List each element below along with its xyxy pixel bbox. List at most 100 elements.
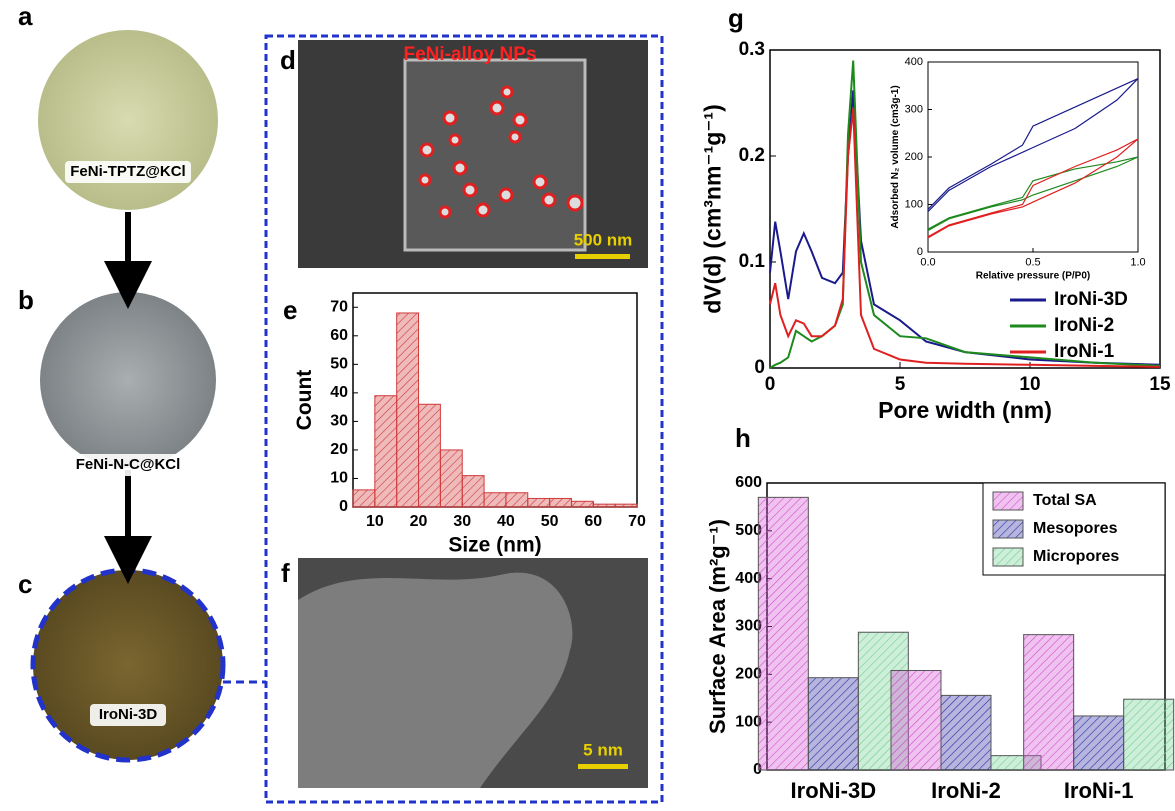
plot-frame — [927, 61, 1139, 253]
bar — [592, 503, 616, 508]
x-tick-label: IroNi-1 — [1064, 778, 1134, 803]
photo-b — [40, 292, 216, 468]
bar — [614, 503, 638, 508]
panel-label: c — [18, 569, 32, 599]
legend-swatch — [992, 491, 1024, 511]
tem-region — [298, 572, 573, 788]
bar — [418, 403, 441, 508]
x-tick-label: IroNi-2 — [931, 778, 1001, 803]
panel-label: a — [18, 1, 33, 31]
legend-label: IroNi-3D — [1054, 289, 1128, 310]
scale-label: 500 nm — [574, 230, 633, 249]
scale-label: 5 nm — [583, 740, 623, 759]
x-tick-label: 50 — [541, 513, 559, 530]
y-tick-label: 0.2 — [739, 145, 765, 166]
x-axis-label: Pore width (nm) — [878, 397, 1052, 423]
panel-label: b — [18, 285, 34, 315]
series-line — [927, 156, 1139, 232]
x-tick-label: 0.0 — [920, 257, 935, 269]
x-tick-label: 5 — [895, 374, 906, 395]
y-tick-label: 0 — [917, 246, 923, 258]
bar — [439, 449, 463, 508]
y-tick-label: 50 — [330, 356, 348, 373]
x-tick-label: 0 — [765, 374, 776, 395]
panel-label: e — [283, 295, 297, 325]
np-markers — [418, 85, 584, 219]
bar — [1073, 715, 1125, 771]
legend-label: Micropores — [1033, 548, 1119, 565]
x-tick-label: 30 — [453, 513, 471, 530]
legend-label: IroNi-1 — [1054, 341, 1115, 362]
series-line — [927, 138, 1139, 239]
bar — [757, 496, 809, 771]
y-tick-label: 500 — [735, 522, 762, 539]
y-tick-label: 200 — [735, 666, 762, 683]
bar — [570, 500, 594, 508]
y-axis-label: Adsorbed N₂ volume (cm3g-1) — [890, 85, 901, 228]
x-tick-label: 70 — [628, 513, 646, 530]
bar — [461, 475, 485, 508]
legend-label: IroNi-2 — [1054, 315, 1114, 336]
bar — [890, 670, 942, 771]
panel-label: h — [735, 423, 751, 453]
photo-label: IroNi-3D — [99, 706, 158, 723]
y-tick-label: 0 — [753, 761, 762, 778]
photo-label: FeNi-N-C@KCl — [76, 456, 181, 473]
label-bg — [65, 161, 191, 183]
legend-swatch — [992, 519, 1024, 539]
x-tick-label: 10 — [366, 513, 384, 530]
bar — [940, 694, 992, 771]
y-tick-label: 0 — [754, 357, 765, 378]
x-tick-label: 15 — [1149, 374, 1171, 395]
y-tick-label: 40 — [330, 384, 348, 401]
panel-label: g — [728, 3, 744, 33]
y-tick-label: 100 — [735, 713, 762, 730]
series-line — [769, 108, 1161, 368]
label-bg — [70, 454, 186, 476]
bar — [483, 492, 507, 508]
legend-label: Total SA — [1033, 492, 1097, 509]
sem-particle — [403, 58, 587, 252]
bar — [396, 312, 420, 508]
x-axis-label: Relative pressure (P/P0) — [976, 271, 1091, 282]
y-tick-label: 0.1 — [739, 251, 766, 272]
y-tick-label: 600 — [735, 474, 762, 491]
y-tick-label: 70 — [330, 298, 348, 315]
bar — [1023, 634, 1075, 771]
label-bg — [90, 704, 166, 726]
scale-bar — [578, 764, 628, 769]
y-tick-label: 10 — [330, 470, 348, 487]
x-tick-label: 40 — [497, 513, 515, 530]
legend-swatch — [992, 547, 1024, 567]
scale-bar — [575, 254, 630, 259]
y-tick-label: 100 — [905, 198, 923, 210]
bar — [549, 497, 572, 508]
y-tick-label: 0 — [339, 498, 348, 515]
y-tick-label: 200 — [905, 151, 923, 163]
bar — [374, 395, 398, 508]
y-axis-label: dV(d) (cm³nm⁻¹g⁻¹) — [700, 104, 726, 314]
x-tick-label: 20 — [410, 513, 428, 530]
x-axis-label: Size (nm) — [448, 533, 541, 556]
bar — [527, 497, 551, 508]
series-line — [927, 78, 1139, 213]
legend-label: Mesopores — [1033, 520, 1118, 537]
bar — [807, 677, 859, 771]
sem-title: FeNi-alloy NPs — [403, 44, 536, 65]
y-axis-label: Count — [293, 370, 316, 431]
x-tick-label: 60 — [584, 513, 602, 530]
x-tick-label: 10 — [1019, 374, 1040, 395]
photo-c — [30, 567, 226, 763]
bar — [352, 489, 376, 508]
panel-label: f — [281, 558, 290, 588]
y-tick-label: 20 — [330, 441, 348, 458]
y-tick-label: 300 — [905, 103, 923, 115]
photo-label: FeNi-TPTZ@KCl — [70, 163, 185, 180]
panel-label: d — [280, 45, 296, 75]
y-tick-label: 60 — [330, 327, 348, 344]
y-tick-label: 400 — [735, 570, 762, 587]
y-tick-label: 30 — [330, 413, 348, 430]
detail-box — [264, 34, 664, 804]
bar — [505, 492, 529, 508]
x-tick-label: 1.0 — [1130, 257, 1145, 269]
